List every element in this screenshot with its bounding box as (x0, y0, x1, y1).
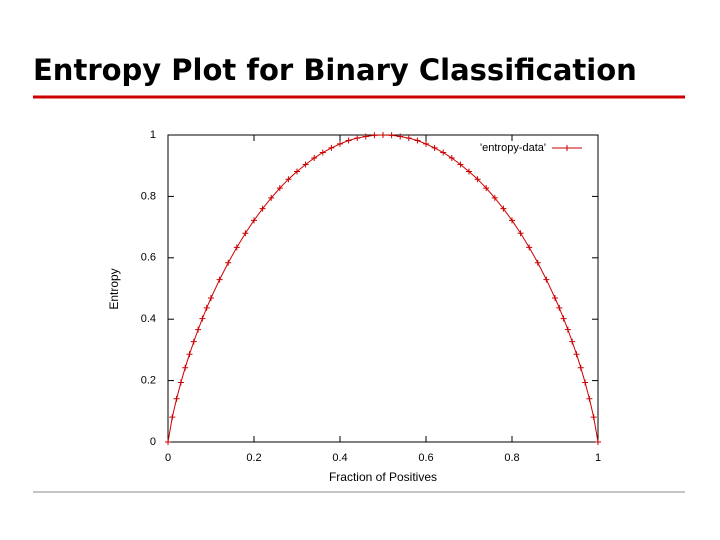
point-marker (448, 155, 455, 162)
point-marker (414, 137, 421, 144)
point-marker (500, 205, 507, 212)
x-tick-label: 0 (165, 452, 171, 464)
x-tick-label: 1 (595, 452, 601, 464)
x-tick-label: 0.8 (504, 452, 519, 464)
point-marker (431, 144, 438, 151)
point-marker (595, 439, 601, 445)
point-marker (190, 338, 197, 345)
point-marker (573, 351, 580, 358)
y-tick-label: 0.4 (141, 313, 156, 325)
point-marker (319, 149, 326, 156)
point-marker (242, 230, 249, 237)
point-marker (225, 259, 232, 266)
x-tick-label: 0.4 (332, 452, 347, 464)
point-marker (251, 217, 257, 224)
point-marker (423, 140, 429, 147)
point-marker (203, 304, 210, 311)
point-marker (285, 176, 292, 183)
y-tick-label: 0 (150, 436, 156, 448)
point-marker (294, 168, 300, 175)
point-marker (311, 155, 318, 162)
point-marker (582, 379, 589, 386)
point-marker (199, 315, 206, 322)
point-marker (380, 132, 386, 138)
point-marker (216, 276, 223, 283)
point-marker (474, 176, 481, 183)
point-marker (517, 230, 524, 237)
x-tick-label: 0.6 (418, 452, 433, 464)
point-marker (268, 194, 275, 201)
point-marker (466, 168, 472, 175)
point-marker (491, 194, 498, 201)
legend-marker (564, 145, 570, 151)
point-marker (556, 304, 563, 311)
point-marker (371, 132, 378, 139)
slide-title: Entropy Plot for Binary Classification (33, 53, 637, 87)
point-marker (195, 326, 202, 333)
point-marker (564, 326, 571, 333)
point-marker (182, 364, 189, 371)
point-marker (165, 439, 171, 445)
point-marker (233, 244, 240, 251)
point-marker (509, 217, 515, 224)
point-marker (169, 414, 176, 421)
point-marker (397, 133, 404, 140)
point-marker (362, 133, 369, 140)
point-marker (186, 351, 193, 358)
point-marker (577, 364, 584, 371)
point-marker (354, 135, 361, 142)
point-marker (345, 137, 352, 144)
point-marker (276, 185, 283, 192)
y-tick-label: 0.8 (141, 190, 156, 202)
x-axis-label: Fraction of Positives (329, 470, 437, 484)
point-marker (552, 295, 558, 302)
y-tick-label: 0.2 (141, 375, 156, 387)
point-marker (560, 315, 567, 322)
legend-label: 'entropy-data' (480, 142, 546, 154)
point-marker (302, 161, 309, 168)
point-marker (483, 185, 490, 192)
plot-frame (167, 134, 599, 443)
point-marker (590, 414, 597, 421)
y-tick-label: 1 (150, 129, 156, 141)
point-marker (457, 161, 464, 168)
point-marker (534, 259, 541, 266)
entropy-line (167, 134, 599, 443)
point-marker (440, 149, 447, 156)
point-marker (177, 379, 184, 386)
y-tick-label: 0.6 (141, 252, 156, 264)
point-marker (173, 395, 180, 402)
y-axis-label: Entropy (107, 268, 121, 309)
point-marker (208, 295, 214, 302)
point-marker (405, 135, 412, 142)
point-marker (328, 144, 335, 151)
point-marker (337, 140, 343, 147)
x-tick-label: 0.2 (246, 452, 261, 464)
point-marker (526, 244, 533, 251)
point-marker (388, 132, 395, 139)
point-marker (543, 276, 550, 283)
point-marker (259, 205, 266, 212)
point-marker (586, 395, 593, 402)
point-marker (569, 338, 576, 345)
